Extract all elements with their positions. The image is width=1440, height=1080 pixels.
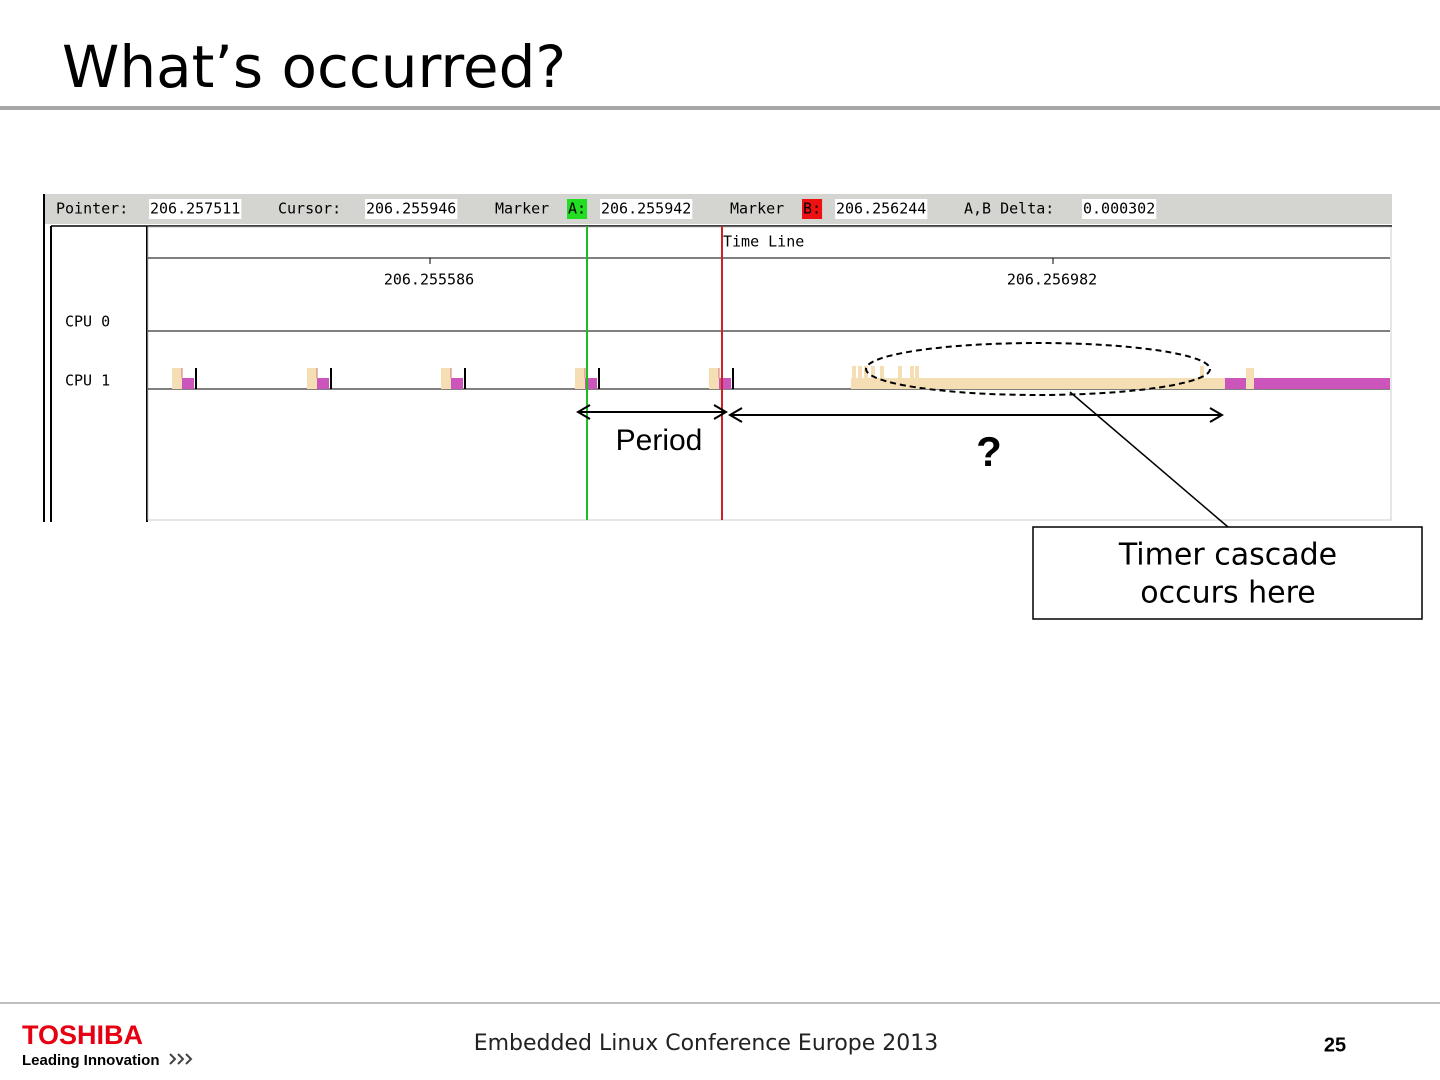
field-background (600, 199, 693, 219)
idle-block (1246, 368, 1254, 389)
idle-block (307, 368, 317, 389)
toolbar-field: 206.255942 (601, 200, 691, 218)
period-arrow (576, 404, 728, 420)
tagline: Leading Innovation (22, 1052, 160, 1069)
run-block (585, 378, 597, 389)
idle-block (575, 368, 585, 389)
field-background (567, 199, 588, 219)
toolbar (44, 194, 1392, 224)
time-label: 206.256982 (1007, 271, 1097, 289)
toolbar-label: Marker (730, 200, 784, 218)
page-number: 25 (1324, 1034, 1346, 1056)
toolbar-label: Marker (495, 200, 549, 218)
run-block (719, 378, 731, 389)
highlight-ellipse (865, 342, 1211, 396)
idle-block (851, 378, 1225, 389)
chevrons (169, 1053, 193, 1065)
toolbar-field: B: (803, 200, 821, 218)
idle-spike (871, 366, 875, 378)
toolbar-label: Pointer: (56, 200, 128, 218)
callout-text: Timer cascade (1118, 538, 1337, 573)
plot-area (147, 226, 1392, 521)
field-background (802, 199, 823, 219)
idle-block (709, 368, 719, 389)
run-block (317, 378, 329, 389)
idle-spike (880, 366, 884, 378)
footer-rule (0, 1002, 1440, 1004)
idle-spike (852, 366, 856, 378)
idle-spike (1200, 366, 1204, 378)
unknown-arrow (728, 407, 1224, 423)
callout-box (1032, 526, 1423, 620)
field-background (365, 199, 458, 219)
field-background (835, 199, 928, 219)
toolbar-field: 0.000302 (1083, 200, 1155, 218)
run-block (182, 378, 194, 389)
idle-spike (915, 366, 919, 378)
idle-block (172, 368, 182, 389)
field-background (1082, 199, 1157, 219)
toolbar-field: 206.256244 (836, 200, 926, 218)
slide-title: What’s occurred? (62, 33, 566, 101)
run-block (1225, 378, 1246, 389)
toolbar-field: 206.257511 (150, 200, 240, 218)
field-background (149, 199, 242, 219)
toolbar-label: A,B Delta: (964, 200, 1054, 218)
logo: TOSHIBA (22, 1020, 143, 1050)
idle-spike (910, 366, 914, 378)
event-name: Embedded Linux Conference Europe 2013 (474, 1031, 939, 1056)
toolbar-field: 206.255946 (366, 200, 456, 218)
toolbar-field: A: (568, 200, 586, 218)
question-mark: ? (976, 428, 1002, 475)
run-block (1254, 378, 1390, 389)
idle-block (441, 368, 451, 389)
callout-leader (1069, 391, 1229, 528)
time-label: 206.255586 (384, 271, 474, 289)
idle-spike (858, 366, 862, 378)
run-block (451, 378, 463, 389)
callout-text: occurs here (1140, 576, 1315, 611)
row-label: CPU 1 (65, 372, 110, 390)
toolbar-label: Cursor: (278, 200, 341, 218)
row-label: CPU 0 (65, 313, 110, 331)
idle-spike (898, 366, 902, 378)
title-rule (0, 106, 1440, 110)
period-label: Period (616, 424, 703, 457)
timeline-header: Time Line (723, 233, 804, 251)
